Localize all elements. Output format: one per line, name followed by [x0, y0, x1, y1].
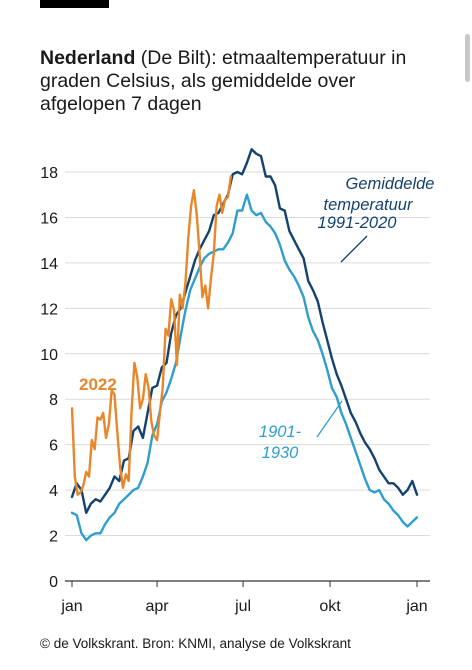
scrollbar[interactable]: [465, 34, 470, 82]
y-tick-label: 6: [49, 438, 58, 455]
chart-title-bold: Nederland: [40, 47, 136, 69]
y-tick-label: 18: [40, 165, 58, 182]
series-line-2022: [70, 175, 233, 496]
y-tick-label: 8: [49, 392, 58, 409]
y-tick-label: 12: [40, 301, 58, 318]
label-1991-2020-line2: temperatuur: [324, 196, 414, 214]
chart-title-rest: (De Bilt): etmaaltemperatuur in graden C…: [40, 47, 407, 115]
source-credit: © de Volkskrant. Bron: KNMI, analyse de …: [40, 636, 351, 651]
y-tick-label: 4: [49, 483, 58, 500]
label-1901-1930-line1: 1901-: [259, 423, 302, 441]
y-tick-label: 10: [40, 347, 58, 364]
label-1991-2020-line1: Gemiddelde: [346, 175, 435, 193]
y-tick-label: 16: [40, 210, 58, 227]
x-tick-label: okt: [319, 598, 341, 615]
x-tick-label: jul: [234, 598, 251, 615]
x-tick-label: apr: [146, 598, 170, 615]
y-axis-ticks: 0 2 4 6 8 10 12 14 16 18: [40, 165, 58, 591]
gridlines: [65, 171, 430, 582]
x-axis-ticks: jan apr jul okt jan: [60, 581, 428, 615]
x-tick-label: jan: [60, 598, 82, 615]
x-tick-label: jan: [405, 598, 427, 615]
label-2022: 2022: [79, 375, 117, 394]
label-1901-1930-line2: 1930: [262, 444, 300, 462]
chart-title: Nederland (De Bilt): etmaaltemperatuur i…: [40, 47, 440, 116]
y-tick-label: 2: [49, 529, 58, 546]
annotations: Gemiddelde temperatuur 1991-2020 1901- 1…: [79, 175, 434, 462]
y-tick-label: 0: [49, 574, 58, 591]
leader-line-1901-1930: [316, 400, 343, 438]
leader-line-1991-2020: [340, 235, 368, 263]
header-accent-bar: [40, 0, 109, 8]
y-tick-label: 14: [40, 256, 58, 273]
series-lines: [70, 148, 419, 542]
series-line-1901-1930: [70, 193, 419, 542]
label-1991-2020-line3: 1991-2020: [318, 214, 398, 232]
